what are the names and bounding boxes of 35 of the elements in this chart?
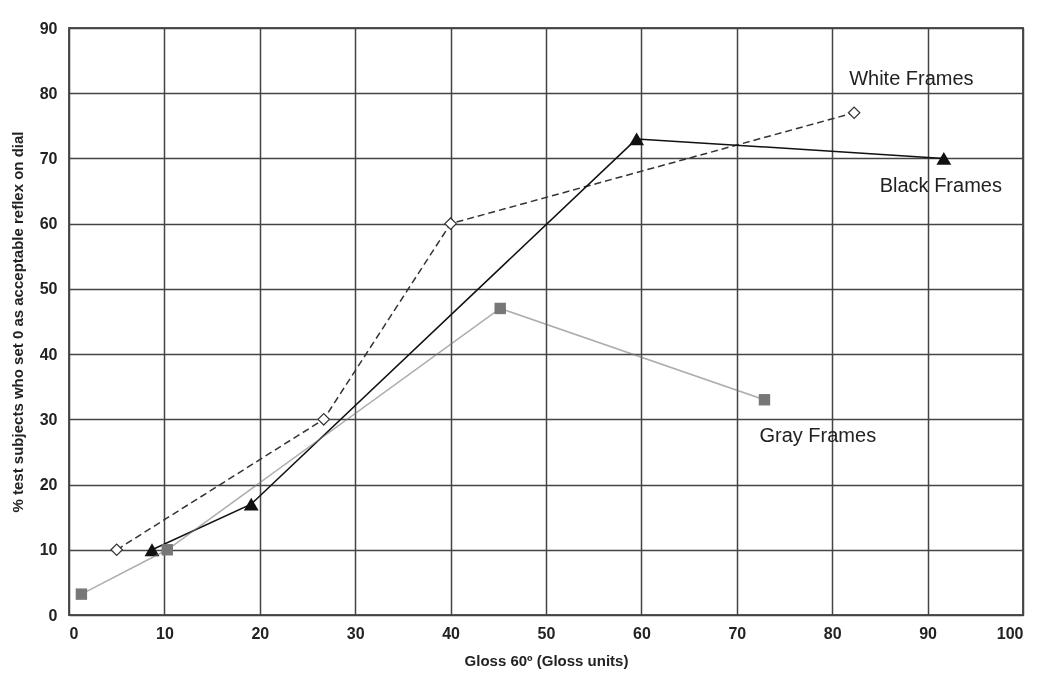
- x-tick-label: 20: [251, 624, 270, 642]
- x-tick-label: 0: [69, 624, 79, 642]
- x-tick-label: 50: [537, 624, 556, 642]
- point: [444, 217, 457, 230]
- y-tick-label: 0: [48, 606, 58, 624]
- y-tick-label: 50: [39, 280, 58, 298]
- y-tick-label: 20: [39, 476, 58, 494]
- x-tick-label: 100: [996, 624, 1024, 642]
- point: [936, 152, 952, 165]
- x-tick-label: 40: [442, 624, 461, 642]
- y-tick-label: 30: [39, 410, 58, 428]
- point: [494, 302, 506, 315]
- point: [758, 394, 771, 406]
- x-tick-label: 90: [919, 624, 938, 642]
- y-tick-label: 70: [39, 149, 58, 167]
- x-tick-label: 10: [156, 624, 174, 642]
- y-tick-label: 80: [39, 84, 58, 102]
- x-axis-title: Gloss 60º (Gloss units): [464, 651, 629, 669]
- y-tick-label: 60: [39, 215, 58, 233]
- point: [243, 497, 259, 511]
- point: [161, 544, 173, 556]
- y-tick-label: 90: [39, 19, 58, 37]
- point: [110, 543, 123, 557]
- x-tick-label: 30: [346, 624, 365, 642]
- point: [75, 588, 88, 600]
- x-tick-label: 70: [728, 624, 747, 642]
- point: [629, 132, 645, 146]
- point: [317, 413, 331, 426]
- y-tick-label: 40: [39, 345, 58, 363]
- point: [847, 106, 861, 120]
- x-tick-label: 60: [633, 624, 651, 642]
- point: [144, 543, 160, 557]
- x-tick-label: 80: [823, 624, 842, 642]
- y-axis-title: % test subjects who set 0 as acceptable reflex on dial: [8, 131, 26, 513]
- y-tick-label: 10: [39, 541, 58, 559]
